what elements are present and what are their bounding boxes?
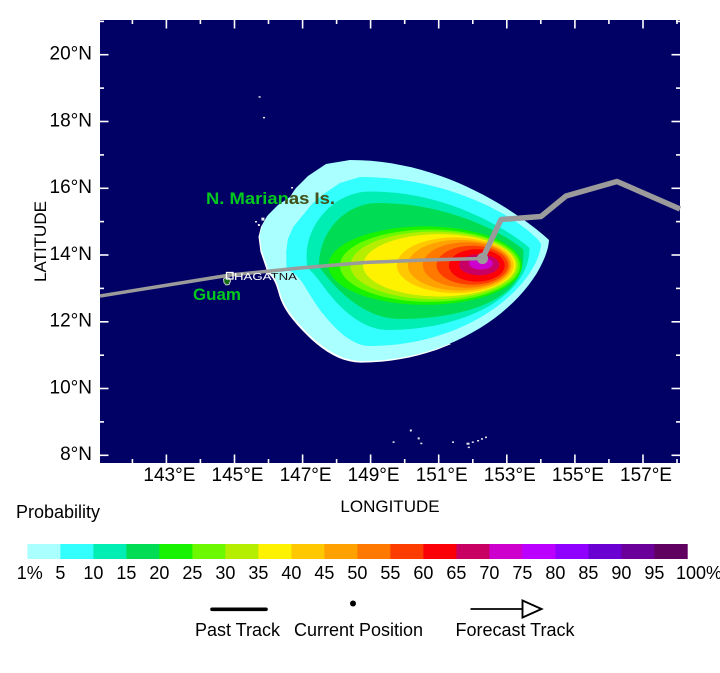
svg-text:Forecast Track: Forecast Track: [455, 620, 575, 640]
svg-text:10: 10: [83, 563, 103, 583]
svg-text:147°E: 147°E: [280, 465, 332, 486]
svg-text:8°N: 8°N: [60, 444, 92, 465]
svg-text:Guam: Guam: [193, 286, 241, 304]
svg-text:40: 40: [281, 563, 301, 583]
svg-text:50: 50: [347, 563, 367, 583]
svg-text:151°E: 151°E: [416, 465, 468, 486]
svg-text:15: 15: [116, 563, 136, 583]
svg-text:20: 20: [149, 563, 169, 583]
svg-text:95: 95: [644, 563, 664, 583]
svg-text:85: 85: [578, 563, 598, 583]
svg-text:149°E: 149°E: [348, 465, 400, 486]
svg-text:143°E: 143°E: [143, 465, 195, 486]
svg-text:16°N: 16°N: [50, 177, 92, 198]
svg-text:12°N: 12°N: [50, 311, 92, 332]
svg-text:1%: 1%: [17, 563, 43, 583]
svg-text:Current Position: Current Position: [294, 620, 423, 640]
svg-text:20°N: 20°N: [50, 44, 92, 65]
svg-text:153°E: 153°E: [484, 465, 536, 486]
svg-text:HAGATNA: HAGATNA: [234, 271, 297, 283]
svg-text:55: 55: [380, 563, 400, 583]
svg-text:145°E: 145°E: [212, 465, 264, 486]
svg-text:LATITUDE: LATITUDE: [31, 201, 50, 282]
svg-text:18°N: 18°N: [50, 110, 92, 131]
svg-text:LONGITUDE: LONGITUDE: [340, 497, 439, 516]
svg-text:N. Marianas Is.: N. Marianas Is.: [206, 190, 335, 208]
svg-text:90: 90: [611, 563, 631, 583]
svg-text:14°N: 14°N: [50, 244, 92, 265]
svg-text:30: 30: [215, 563, 235, 583]
svg-text:155°E: 155°E: [552, 465, 604, 486]
svg-text:35: 35: [248, 563, 268, 583]
svg-text:65: 65: [446, 563, 466, 583]
svg-text:Past Track: Past Track: [195, 620, 281, 640]
svg-text:25: 25: [182, 563, 202, 583]
svg-text:45: 45: [314, 563, 334, 583]
svg-text:157°E: 157°E: [620, 465, 672, 486]
svg-text:60: 60: [413, 563, 433, 583]
svg-text:Probability: Probability: [16, 502, 100, 522]
svg-text:75: 75: [512, 563, 532, 583]
svg-text:5: 5: [55, 563, 65, 583]
svg-text:80: 80: [545, 563, 565, 583]
svg-text:100%: 100%: [676, 563, 720, 583]
svg-text:10°N: 10°N: [50, 377, 92, 398]
svg-text:70: 70: [479, 563, 499, 583]
